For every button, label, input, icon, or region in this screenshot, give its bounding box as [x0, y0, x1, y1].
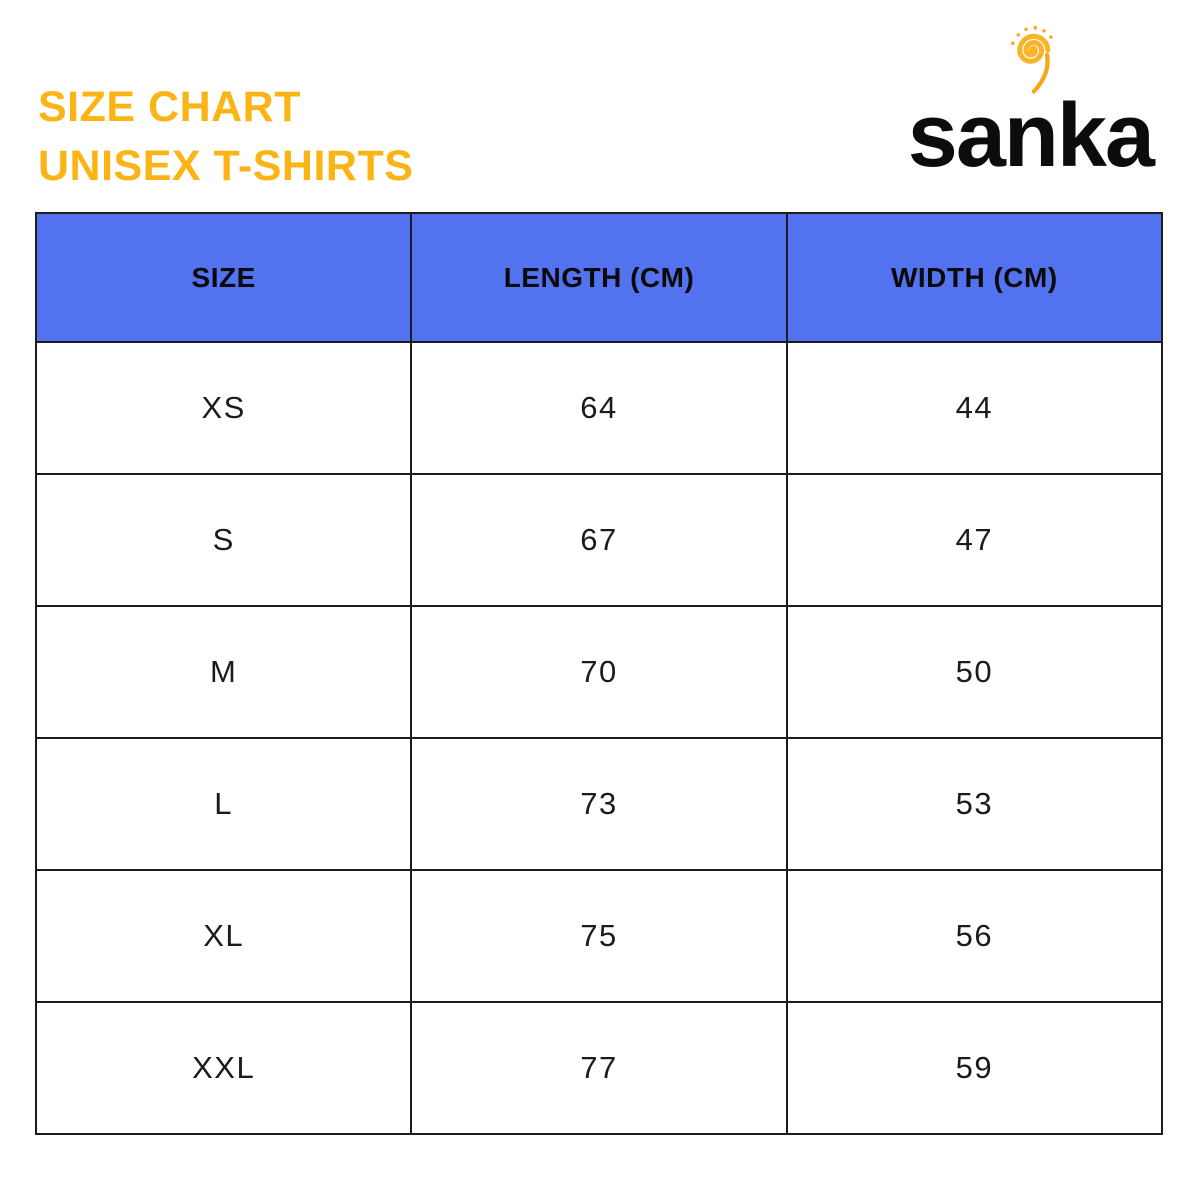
table-row: L 73 53: [34, 737, 1164, 871]
column-header-width: WIDTH (CM): [785, 212, 1164, 343]
length-cell: 75: [410, 869, 788, 1003]
width-cell: 56: [785, 869, 1164, 1003]
width-cell: 44: [785, 341, 1164, 475]
size-cell: L: [34, 737, 413, 871]
table-row: XXL 77 59: [34, 1001, 1164, 1135]
size-cell: XXL: [34, 1001, 413, 1135]
width-cell: 50: [785, 605, 1164, 739]
length-cell: 70: [410, 605, 788, 739]
page-title-line1: SIZE CHART: [38, 83, 301, 131]
length-cell: 77: [410, 1001, 788, 1135]
length-cell: 64: [410, 341, 788, 475]
sun-rays: [1010, 25, 1053, 46]
table-row: S 67 47: [34, 473, 1164, 607]
size-cell: S: [34, 473, 413, 607]
width-cell: 47: [785, 473, 1164, 607]
size-cell: XL: [34, 869, 413, 1003]
column-header-size: SIZE: [34, 212, 413, 343]
brand-logo-text: sanka: [907, 86, 1155, 186]
table-row: M 70 50: [34, 605, 1164, 739]
brand-logo: sanka: [907, 25, 1155, 186]
table-header-row: SIZE LENGTH (CM) WIDTH (CM): [34, 212, 1164, 343]
width-cell: 59: [785, 1001, 1164, 1135]
table-row: XL 75 56: [34, 869, 1164, 1003]
width-cell: 53: [785, 737, 1164, 871]
size-table: SIZE LENGTH (CM) WIDTH (CM) XS 64 44 S 6…: [34, 212, 1164, 1135]
size-cell: XS: [34, 341, 413, 475]
length-cell: 67: [410, 473, 788, 607]
length-cell: 73: [410, 737, 788, 871]
table-row: XS 64 44: [34, 341, 1164, 475]
column-header-length: LENGTH (CM): [410, 212, 788, 343]
page-title-line2: UNISEX T-SHIRTS: [38, 142, 414, 190]
size-cell: M: [34, 605, 413, 739]
page-title: SIZE CHART UNISEX T-SHIRTS: [38, 78, 413, 196]
